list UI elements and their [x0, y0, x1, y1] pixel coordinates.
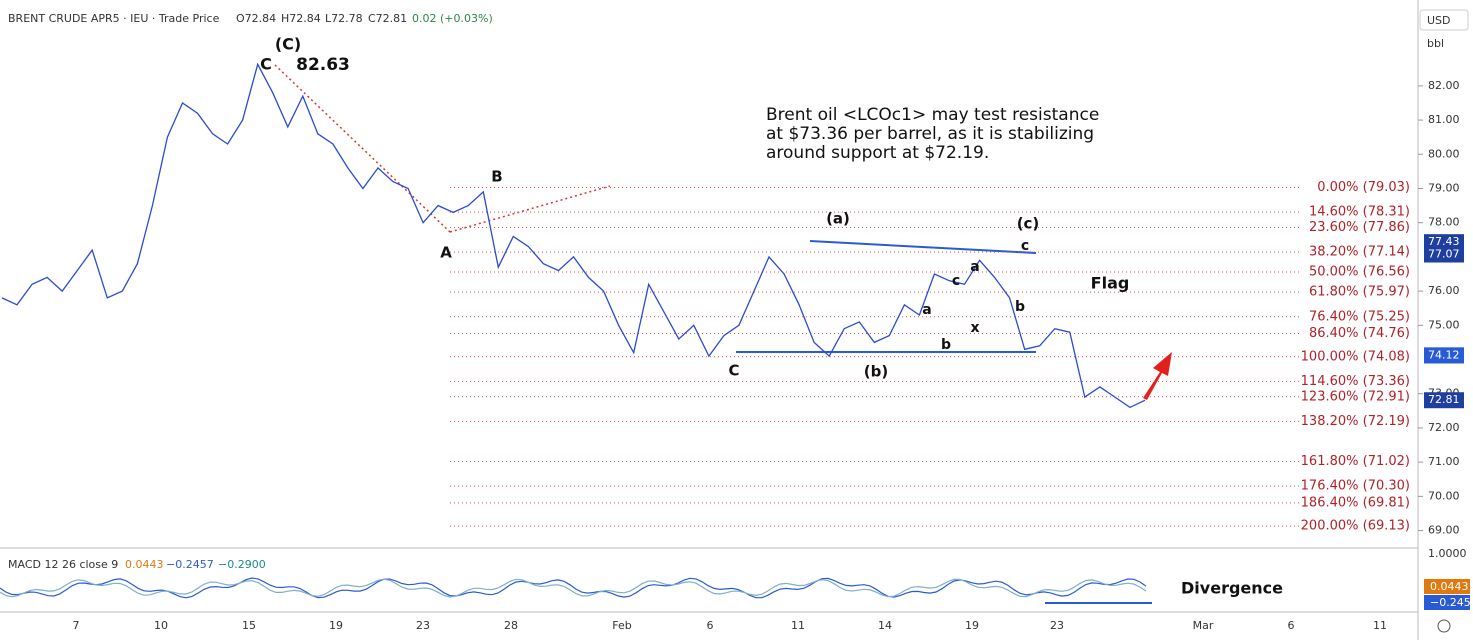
y-tick-label: 80.00 — [1428, 147, 1460, 160]
wave-label: Flag — [1091, 274, 1130, 293]
wave-label: C — [260, 55, 272, 74]
wave-label: (b) — [864, 363, 888, 381]
fib-label: 14.60% (78.31) — [1309, 205, 1410, 220]
price-tag — [1424, 347, 1464, 364]
price-tag-text: 72.81 — [1428, 393, 1460, 406]
wave-label: Divergence — [1181, 579, 1283, 598]
macd-tag — [1424, 579, 1470, 594]
price-tag — [1424, 392, 1464, 409]
x-tick-label: 7 — [73, 619, 80, 632]
fib-label: 50.00% (76.56) — [1309, 264, 1410, 279]
macd-line — [0, 577, 1147, 599]
wave-label: c — [952, 273, 960, 289]
y-tick-label: 72.00 — [1428, 421, 1460, 434]
macd-label: MACD 12 26 close 9 — [8, 558, 118, 571]
fib-label: 76.40% (75.25) — [1309, 309, 1410, 324]
wave-label: (c) — [1017, 215, 1040, 233]
fib-label: 123.60% (72.91) — [1301, 389, 1410, 404]
y-tick-label: 81.00 — [1428, 113, 1460, 126]
macd-axis-label: 1.0000 — [1428, 547, 1467, 560]
settings-icon[interactable] — [1437, 619, 1451, 633]
x-tick-label: Mar — [1193, 619, 1214, 632]
x-tick-label: 6 — [1288, 619, 1295, 632]
price-tag-text: 77.43 — [1428, 235, 1460, 248]
wave-label: A — [440, 244, 452, 262]
note-text: Brent oil <LCOc1> may test resistance — [766, 105, 1099, 125]
fib-label: 61.80% (75.97) — [1309, 285, 1410, 300]
fib-label: 161.80% (71.02) — [1301, 454, 1410, 469]
wave-label: (a) — [826, 210, 850, 228]
fib-label: 23.60% (77.86) — [1309, 220, 1410, 235]
macd-value: −0.2900 — [218, 558, 266, 571]
change: 0.02 (+0.03%) — [412, 12, 493, 25]
wave-label: b — [1015, 299, 1025, 315]
x-tick-label: 23 — [416, 619, 430, 632]
y-tick-label: 82.00 — [1428, 79, 1460, 92]
signal-line — [0, 578, 1147, 598]
fib-label: 100.00% (74.08) — [1301, 349, 1410, 364]
macd-value: −0.2457 — [166, 558, 214, 571]
wave-label: C — [728, 362, 739, 380]
currency-box[interactable] — [1419, 9, 1469, 31]
x-tick-label: 19 — [965, 619, 979, 632]
wave-label: x — [970, 320, 979, 336]
wave-label: B — [491, 168, 502, 186]
currency[interactable]: USD — [1427, 14, 1451, 27]
ohlc: O72.84 — [236, 12, 276, 25]
fib-label: 38.20% (77.14) — [1309, 245, 1410, 260]
unit[interactable]: bbl — [1427, 37, 1444, 50]
x-tick-label: 19 — [329, 619, 343, 632]
wave-label: a — [970, 259, 979, 275]
trend-line — [274, 64, 451, 233]
price-line — [1, 62, 1146, 409]
price-tag — [1424, 246, 1464, 263]
y-tick-label: 69.00 — [1428, 524, 1460, 537]
x-tick-label: 10 — [154, 619, 168, 632]
macd-tag-text: −0.2457 — [1430, 596, 1473, 609]
x-tick-label: 23 — [1050, 619, 1064, 632]
y-tick-label: 70.00 — [1428, 489, 1460, 502]
price-tag-text: 74.12 — [1428, 348, 1460, 361]
macd-tag-text: 0.0443 — [1430, 580, 1469, 593]
wave-label: (C) — [275, 35, 301, 54]
price-tag — [1424, 234, 1464, 251]
fib-label: 138.20% (72.19) — [1301, 414, 1410, 429]
symbol: BRENT CRUDE APR5 · IEU · Trade Price — [8, 12, 220, 25]
note-text: around support at $72.19. — [766, 143, 989, 163]
fib-label: 200.00% (69.13) — [1301, 519, 1410, 534]
x-tick-label: 15 — [242, 619, 256, 632]
x-tick-label: 14 — [878, 619, 892, 632]
y-tick-label: 79.00 — [1428, 181, 1460, 194]
fib-label: 176.40% (70.30) — [1301, 479, 1410, 494]
resistance-line — [809, 240, 1037, 254]
wave-label: a — [922, 302, 931, 318]
wave-label: 82.63 — [296, 55, 350, 75]
note-text: at $73.36 per barrel, as it is stabilizi… — [766, 124, 1094, 144]
y-tick-label: 76.00 — [1428, 284, 1460, 297]
x-tick-label: Feb — [612, 619, 631, 632]
x-tick-label: 11 — [791, 619, 805, 632]
fib-label: 0.00% (79.03) — [1317, 180, 1410, 195]
fib-label: 114.60% (73.36) — [1301, 374, 1410, 389]
ohlc: C72.81 — [368, 12, 407, 25]
x-tick-label: 6 — [707, 619, 714, 632]
arrow — [1143, 352, 1172, 400]
x-tick-label: 28 — [504, 619, 518, 632]
y-tick-label: 78.00 — [1428, 216, 1460, 229]
ohlc: L72.78 — [325, 12, 363, 25]
wave-label: c — [1021, 238, 1029, 254]
y-tick-label: 71.00 — [1428, 455, 1460, 468]
fib-label: 86.40% (74.76) — [1309, 326, 1410, 341]
fib-label: 186.40% (69.81) — [1301, 495, 1410, 510]
y-tick-label: 75.00 — [1428, 318, 1460, 331]
x-tick-label: 11 — [1373, 619, 1387, 632]
ohlc: H72.84 — [281, 12, 321, 25]
wave-label: b — [941, 337, 951, 353]
macd-value: 0.0443 — [125, 558, 164, 571]
price-tag-text: 77.07 — [1428, 248, 1460, 261]
macd-tag — [1424, 595, 1470, 610]
